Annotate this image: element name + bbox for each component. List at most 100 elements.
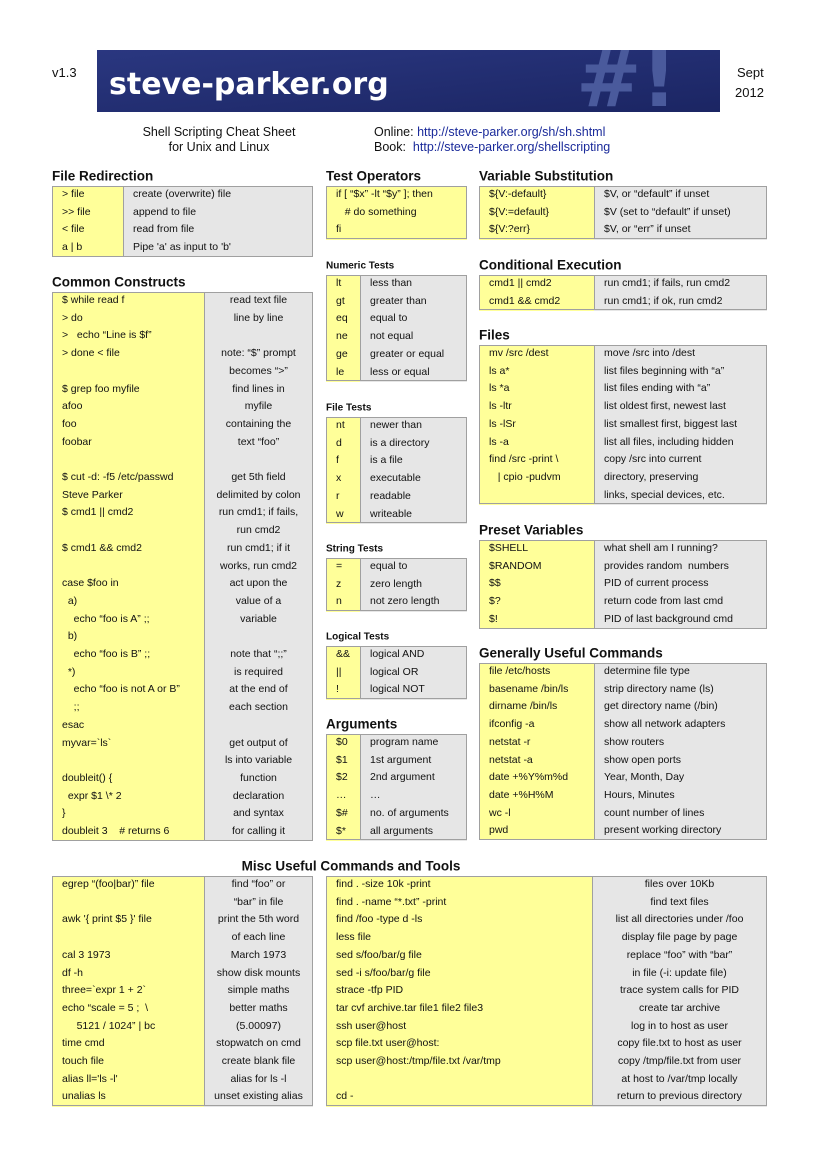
- cell-left: nt: [326, 417, 360, 436]
- cell-left: 5121 / 1024” | bc: [52, 1017, 204, 1036]
- cell-right: is required: [204, 663, 313, 682]
- cell-right: is a file: [360, 452, 467, 471]
- cell-left: [52, 929, 204, 948]
- cell-right: not equal: [360, 328, 467, 347]
- cell-right: …: [360, 787, 467, 806]
- cell-right: [204, 716, 313, 735]
- cell-right: 2nd argument: [360, 769, 467, 788]
- cell-left: esac: [52, 716, 204, 735]
- cell-right: run cmd2: [204, 522, 313, 541]
- section-title: Common Constructs: [52, 274, 186, 290]
- section-box: [326, 417, 467, 524]
- cell-right: $V, or “err” if unset: [594, 221, 767, 240]
- cell-right: function: [204, 769, 313, 789]
- cell-left: netstat -r: [479, 733, 594, 752]
- section-box: [326, 275, 467, 382]
- cell-left: doubleit 3 # returns 6: [52, 823, 204, 842]
- cell-left: awk '{ print $5 }' file: [52, 911, 204, 930]
- link[interactable]: http://steve-parker.org/shellscripting: [412, 140, 611, 154]
- logo-mark: #!: [576, 50, 677, 112]
- cell-left: $?: [479, 593, 594, 612]
- cell-right: list oldest first, newest last: [594, 398, 767, 417]
- cell-right: determine file type: [594, 663, 767, 682]
- cell-right: ls into variable: [204, 752, 313, 771]
- column-divider: [204, 876, 205, 1107]
- cell-left: *): [52, 663, 204, 682]
- cell-right: value of a: [204, 592, 313, 612]
- cell-right: in file (-i: update file): [592, 964, 767, 983]
- cell-left: cal 3 1973: [52, 946, 204, 965]
- cell-right: append to file: [123, 203, 313, 222]
- cell-left: ge: [326, 345, 360, 364]
- cell-right: get output of: [204, 734, 313, 753]
- cell-left: > file: [52, 186, 123, 205]
- cell-right: return code from last cmd: [594, 593, 767, 612]
- cell-left: [52, 451, 204, 470]
- column-divider: [360, 646, 361, 700]
- cell-right: move /src into /dest: [594, 345, 767, 364]
- cell-left: !: [326, 681, 360, 700]
- date-year: 2012: [735, 85, 764, 100]
- cell-right: is a directory: [360, 434, 467, 453]
- intro-title: for Unix and Linux: [168, 140, 270, 154]
- cell-right: executable: [360, 470, 467, 489]
- cell-right: [204, 451, 313, 470]
- column-divider: [594, 186, 595, 240]
- cell-right: Year, Month, Day: [594, 769, 767, 788]
- column-divider: [360, 417, 361, 524]
- cell-right: greater or equal: [360, 345, 467, 364]
- cell-right: equal to: [360, 558, 467, 577]
- cell-left: ||: [326, 663, 360, 682]
- cell-left: ${V:?err}: [479, 221, 594, 240]
- column-divider: [204, 292, 205, 841]
- cell-right: newer than: [360, 417, 467, 436]
- cell-right: not zero length: [360, 593, 467, 612]
- cell-left: z: [326, 575, 360, 594]
- cell-left: &&: [326, 646, 360, 665]
- intro-line: Book: http://steve-parker.org/shellscrip…: [374, 140, 610, 154]
- section-box: [479, 186, 767, 240]
- cell-right: declaration: [204, 787, 313, 806]
- cell-left: myvar=`ls`: [52, 734, 204, 753]
- cell-right: log in to host as user: [592, 1017, 767, 1036]
- cell-right: program name: [360, 734, 467, 753]
- section-title: Preset Variables: [479, 522, 584, 538]
- section-title: File Tests: [326, 402, 372, 414]
- cell-left: less file: [326, 929, 592, 948]
- cell-left: x: [326, 470, 360, 489]
- cell-right: read from file: [123, 221, 313, 240]
- cell-left: echo “foo is not A or B”: [52, 681, 204, 700]
- cell-right: directory, preserving: [594, 468, 767, 488]
- cell-left: netstat -a: [479, 751, 594, 770]
- cell-left: [52, 522, 204, 541]
- cell-right: readable: [360, 487, 467, 506]
- cell-left: if [ “$x” -lt “$y” ]; then: [326, 186, 467, 205]
- cell-left: wc -l: [479, 804, 594, 823]
- cell-left: [52, 362, 204, 381]
- cell-left: lt: [326, 275, 360, 294]
- link[interactable]: http://steve-parker.org/sh/sh.shtml: [417, 125, 606, 139]
- cell-right: links, special devices, etc.: [594, 486, 767, 505]
- cell-left: echo “foo is B” ;;: [52, 646, 204, 665]
- cell-left: $ while read f: [52, 292, 204, 311]
- column-divider: [594, 663, 595, 840]
- cell-right: replace “foo” with “bar”: [592, 946, 767, 965]
- column-divider: [594, 345, 595, 505]
- cell-right: get 5th field: [204, 469, 313, 488]
- cell-left: basename /bin/ls: [479, 680, 594, 699]
- cell-right: (5.00097): [204, 1017, 313, 1036]
- cell-right: delimited by colon: [204, 486, 313, 505]
- cell-right: list files ending with “a”: [594, 380, 767, 399]
- cell-right: greater than: [360, 292, 467, 311]
- intro-title: Shell Scripting Cheat Sheet: [142, 125, 296, 139]
- cell-left: date +%Y%m%d: [479, 769, 594, 788]
- cell-right: read text file: [204, 292, 313, 311]
- cell-right: logical OR: [360, 663, 467, 682]
- cell-right: line by line: [204, 309, 313, 328]
- cell-right: zero length: [360, 575, 467, 594]
- column-divider: [594, 540, 595, 629]
- column-divider: [592, 876, 593, 1107]
- cell-right: note that “;;”: [204, 646, 313, 665]
- cell-left: d: [326, 434, 360, 453]
- cell-right: at host to /var/tmp locally: [592, 1070, 767, 1089]
